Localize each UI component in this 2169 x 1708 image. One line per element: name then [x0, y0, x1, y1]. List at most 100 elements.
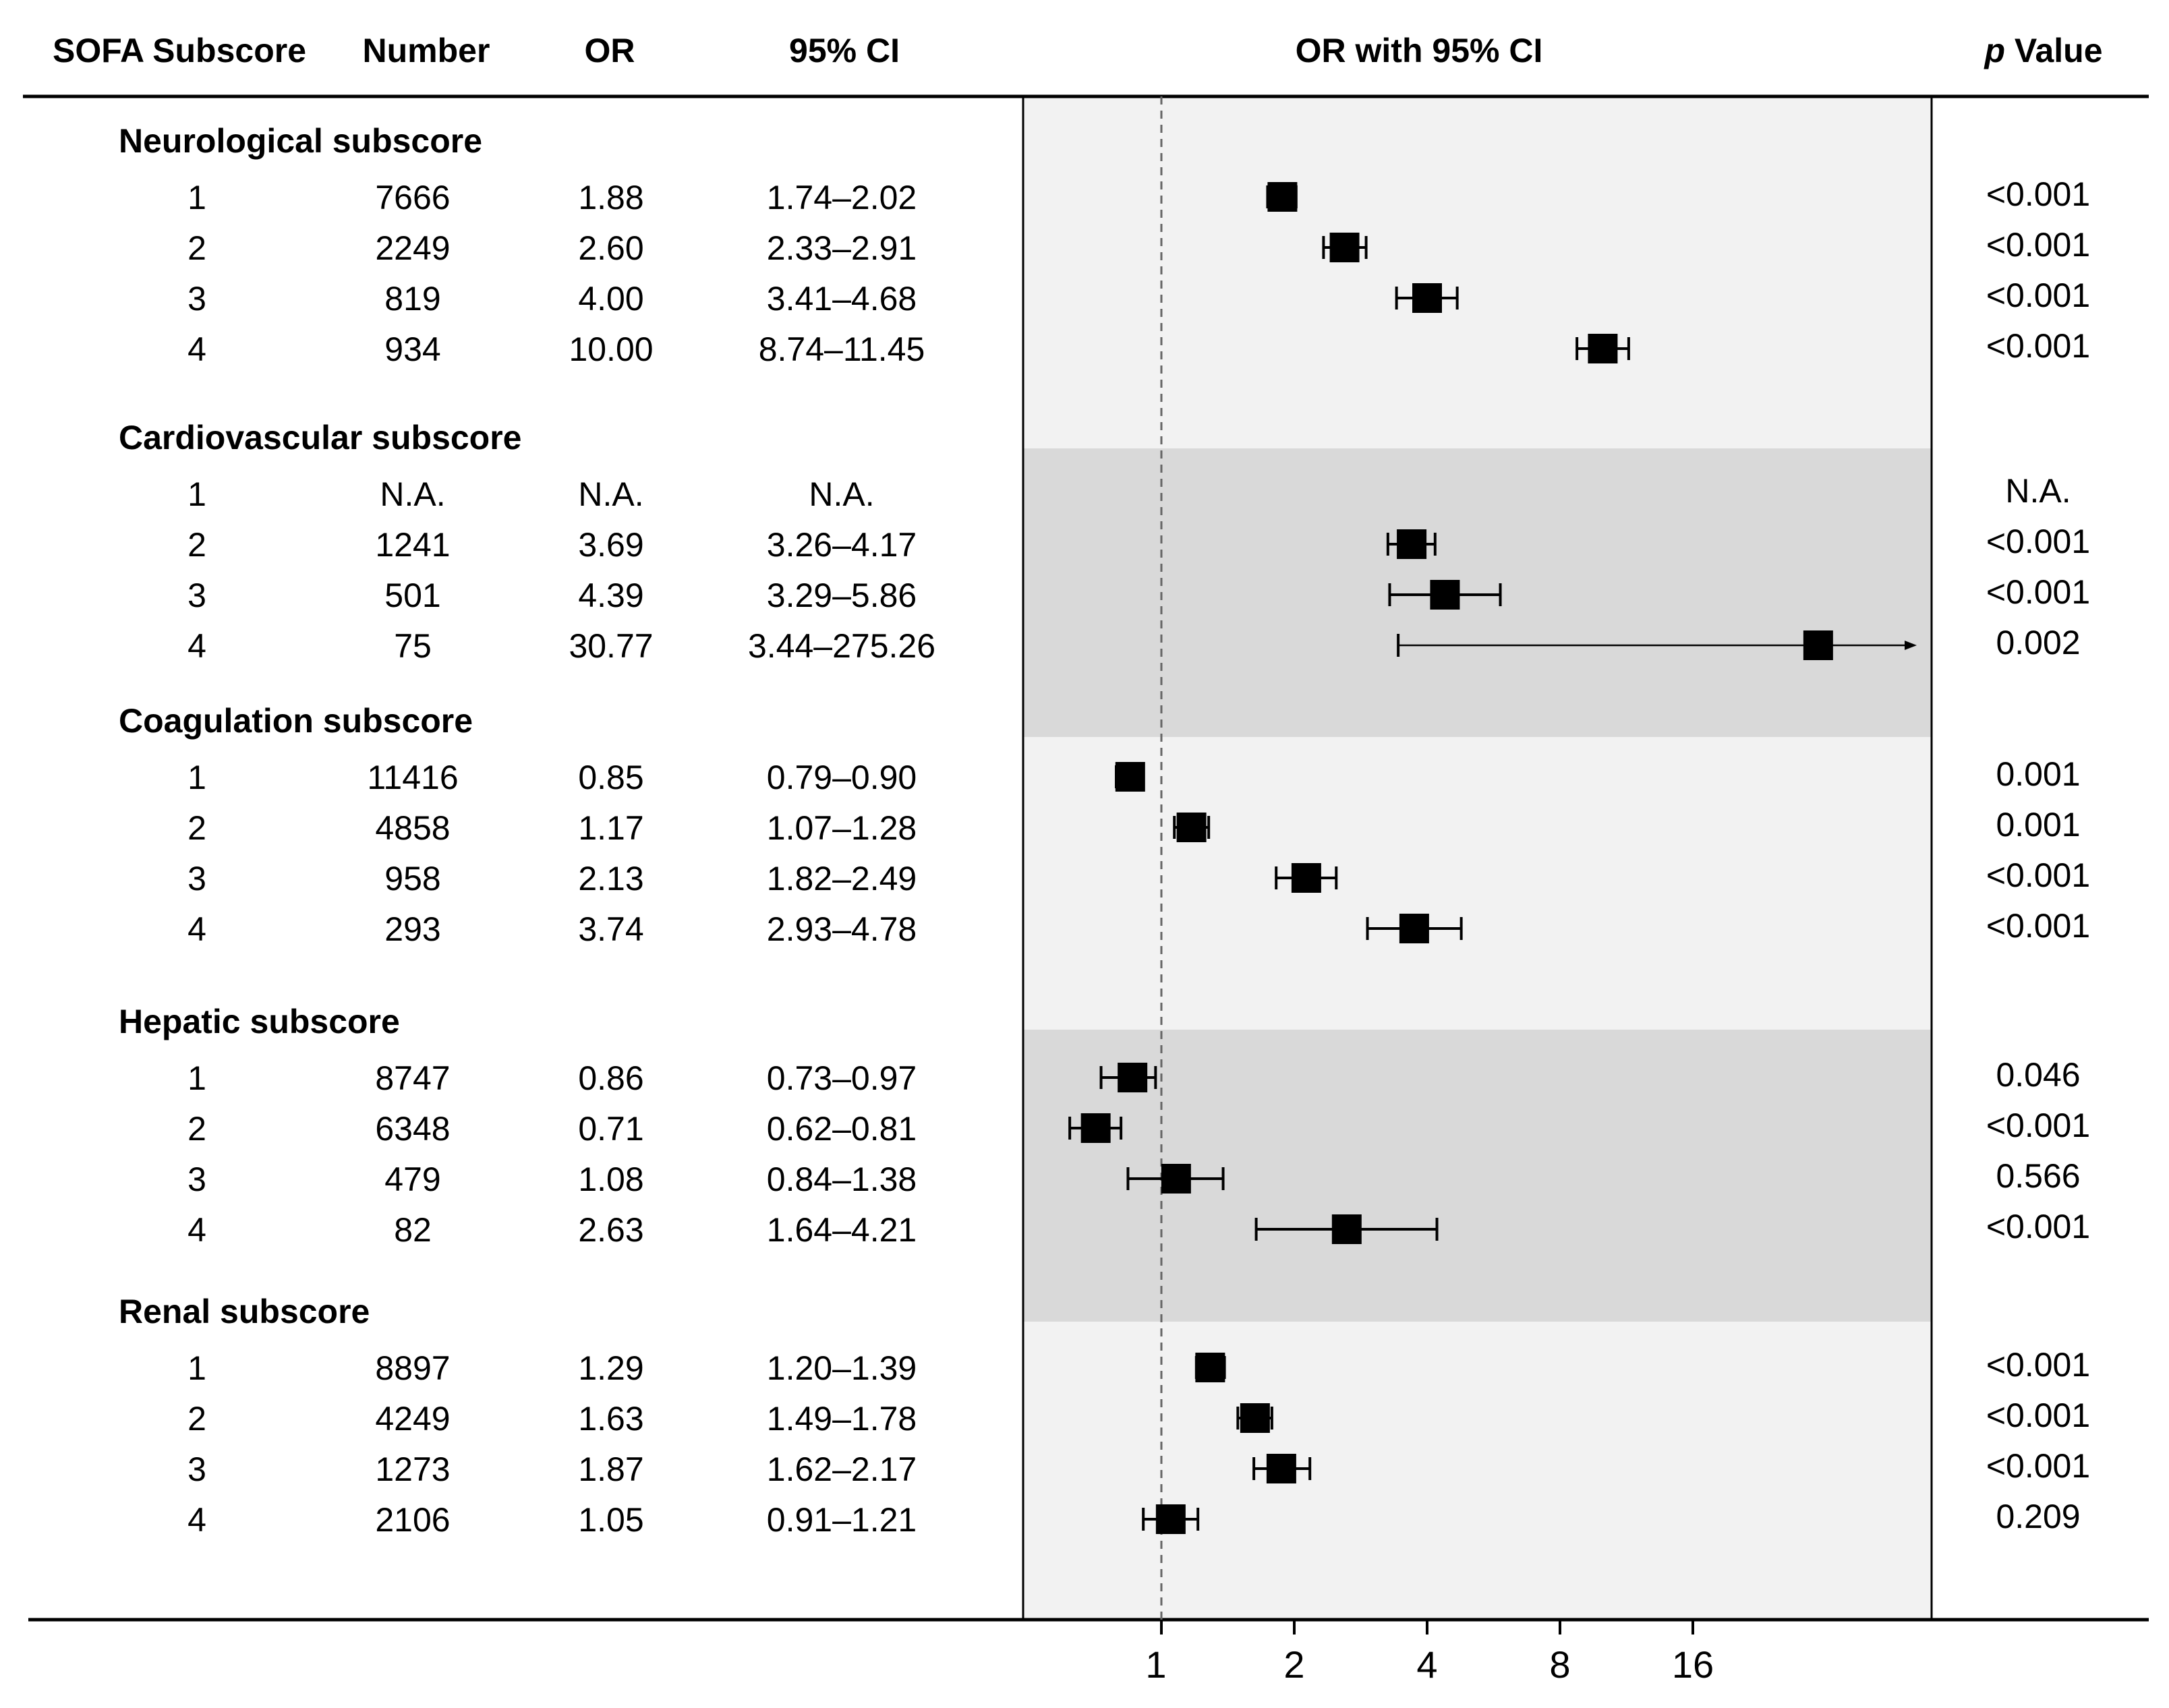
row-number: 958	[384, 860, 440, 897]
row-p-value: <0.001	[1986, 1396, 2090, 1434]
point-estimate	[1399, 914, 1429, 943]
point-estimate	[1176, 813, 1207, 842]
row-number: 293	[384, 910, 440, 948]
row-number: N.A.	[380, 475, 445, 513]
point-estimate	[1588, 334, 1618, 363]
row-p-value: <0.001	[1986, 226, 2090, 264]
row-or: 4.39	[578, 577, 643, 614]
row-p-value: N.A.	[2005, 472, 2071, 510]
group-header: Cardiovascular subscore	[119, 419, 522, 457]
row-or: 2.63	[578, 1211, 643, 1249]
point-estimate	[1291, 863, 1321, 893]
row-ci: 3.41–4.68	[767, 280, 917, 318]
row-level: 4	[187, 1211, 206, 1249]
row-number: 819	[384, 280, 440, 318]
point-estimate	[1266, 1454, 1296, 1483]
plot-band-3	[1023, 737, 1932, 1030]
row-p-value: <0.001	[1986, 856, 2090, 894]
row-number: 479	[384, 1160, 440, 1198]
header-p-rest: Value	[2005, 32, 2103, 69]
row-ci: 0.79–0.90	[767, 759, 917, 796]
row-or: N.A.	[578, 475, 643, 513]
row-number: 501	[384, 577, 440, 614]
point-estimate	[1412, 283, 1442, 313]
row-ci: 1.07–1.28	[767, 809, 917, 847]
row-p-value: 0.046	[1996, 1056, 2080, 1094]
x-tick-label: 8	[1549, 1643, 1570, 1686]
point-estimate	[1118, 1063, 1148, 1092]
header-sofa-subscore: SOFA Subscore	[53, 32, 306, 69]
row-p-value: 0.566	[1996, 1157, 2080, 1195]
row-p-value: <0.001	[1986, 1107, 2090, 1144]
row-ci: 0.73–0.97	[767, 1059, 917, 1097]
row-ci: 1.62–2.17	[767, 1450, 917, 1488]
row-level: 2	[187, 1400, 206, 1438]
row-level: 4	[187, 330, 206, 368]
row-ci: 0.84–1.38	[767, 1160, 917, 1198]
row-number: 11416	[367, 759, 458, 796]
row-or: 10.00	[569, 330, 653, 368]
x-tick-label: 1	[1145, 1643, 1166, 1686]
row-p-value: <0.001	[1986, 907, 2090, 945]
row-or: 3.69	[578, 526, 643, 564]
row-level: 1	[187, 179, 206, 216]
row-ci: 3.26–4.17	[767, 526, 917, 564]
row-number: 8747	[375, 1059, 450, 1097]
row-or: 2.13	[578, 860, 643, 897]
row-level: 1	[187, 1349, 206, 1387]
row-number: 2249	[375, 229, 450, 267]
row-number: 2106	[375, 1501, 450, 1539]
row-ci: 8.74–11.45	[759, 330, 925, 368]
point-estimate	[1397, 529, 1427, 559]
row-or: 3.74	[578, 910, 643, 948]
header-p-italic: p	[1983, 32, 2005, 69]
group-header: Coagulation subscore	[119, 702, 473, 740]
row-or: 2.60	[578, 229, 643, 267]
point-estimate	[1430, 580, 1460, 610]
header-95ci: 95% CI	[789, 32, 900, 69]
row-level: 2	[187, 809, 206, 847]
row-number: 934	[384, 330, 440, 368]
plot-band-1	[1023, 96, 1932, 448]
point-estimate	[1329, 233, 1360, 262]
row-number: 7666	[375, 179, 450, 216]
point-estimate	[1155, 1504, 1186, 1534]
row-or: 1.87	[578, 1450, 643, 1488]
point-estimate	[1267, 182, 1298, 212]
row-number: 82	[394, 1211, 432, 1249]
point-estimate	[1115, 762, 1145, 792]
row-p-value: 0.002	[1996, 624, 2080, 661]
row-level: 2	[187, 526, 206, 564]
row-level: 2	[187, 1110, 206, 1148]
x-tick-label: 16	[1672, 1643, 1714, 1686]
row-level: 1	[187, 475, 206, 513]
row-or: 1.17	[578, 809, 643, 847]
row-or: 1.05	[578, 1501, 643, 1539]
row-level: 4	[187, 1501, 206, 1539]
row-or: 0.85	[578, 759, 643, 796]
row-number: 75	[394, 627, 432, 665]
row-ci: 1.49–1.78	[767, 1400, 917, 1438]
header-number: Number	[363, 32, 490, 69]
row-level: 3	[187, 280, 206, 318]
plot-band-5	[1023, 1322, 1932, 1620]
row-number: 6348	[375, 1110, 450, 1148]
row-level: 3	[187, 1450, 206, 1488]
row-ci: 1.74–2.02	[767, 179, 917, 216]
plot-band-4	[1023, 1030, 1932, 1322]
row-p-value: 0.209	[1996, 1498, 2080, 1535]
point-estimate	[1331, 1214, 1362, 1244]
row-ci: 1.82–2.49	[767, 860, 917, 897]
point-estimate	[1240, 1403, 1270, 1433]
row-or: 0.86	[578, 1059, 643, 1097]
row-p-value: <0.001	[1986, 1447, 2090, 1485]
row-or: 4.00	[578, 280, 643, 318]
row-ci: 3.44–275.26	[748, 627, 935, 665]
row-p-value: <0.001	[1986, 175, 2090, 213]
row-p-value: <0.001	[1986, 327, 2090, 365]
plot-band-2	[1023, 448, 1932, 737]
row-ci: 0.91–1.21	[767, 1501, 917, 1539]
point-estimate	[1803, 630, 1833, 660]
row-ci: 1.64–4.21	[767, 1211, 917, 1249]
